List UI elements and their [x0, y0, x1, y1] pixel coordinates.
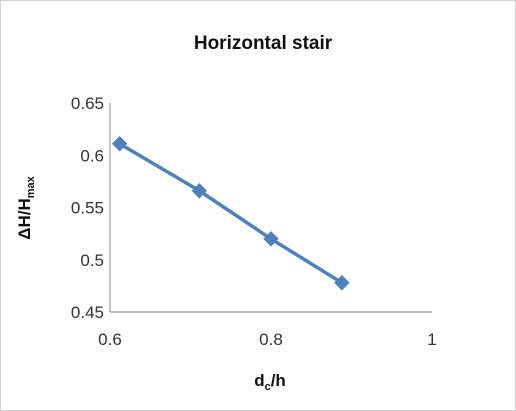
data-point: [263, 231, 279, 247]
y-tick-label: 0.55: [71, 199, 104, 218]
y-axis-title: ΔH/Hmax: [15, 175, 37, 239]
y-axis-title-sub: max: [25, 175, 37, 198]
chart-title: Horizontal stair: [194, 33, 333, 54]
x-tick-label: 0.8: [259, 330, 283, 349]
y-tick-label: 0.5: [80, 251, 104, 270]
y-axis-title-base: ΔH/H: [15, 198, 34, 240]
axes: [109, 103, 432, 313]
x-tick-label: 0.6: [98, 330, 122, 349]
x-axis-title-rest: /h: [271, 371, 286, 390]
x-tick-label: 1: [427, 330, 436, 349]
data-point: [111, 136, 128, 152]
y-tick-label: 0.6: [80, 146, 104, 165]
x-axis-title-sub: c: [265, 381, 271, 393]
svg-text:dc/h: dc/h: [254, 371, 286, 393]
y-tick-label: 0.65: [71, 94, 104, 113]
svg-text:ΔH/Hmax: ΔH/Hmax: [15, 175, 37, 239]
data-series: [111, 136, 350, 291]
x-axis-title: dc/h: [254, 371, 286, 393]
data-point: [334, 275, 350, 291]
tick-labels: 0.45 0.5 0.55 0.6 0.65 0.6 0.8 1: [71, 94, 437, 349]
y-tick-label: 0.45: [71, 303, 104, 322]
series-line: [118, 142, 343, 285]
x-axis-title-base: d: [254, 371, 264, 390]
data-point: [191, 183, 208, 199]
